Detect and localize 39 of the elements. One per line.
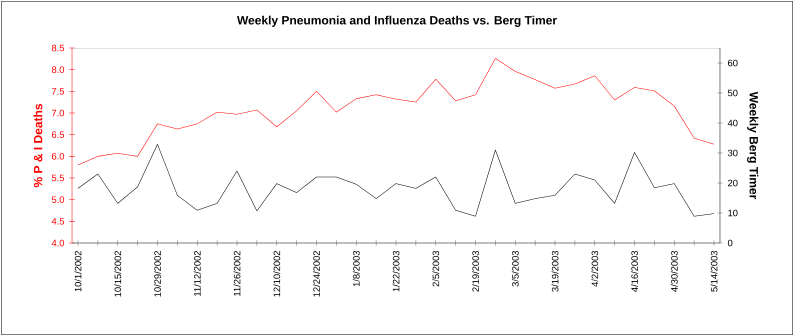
x-tick-label: 4/2/2003 [591, 250, 598, 287]
x-tick-label: 5/14/2003 [710, 250, 718, 292]
y-tick-label: 4.0 [52, 240, 64, 246]
y2-tick-label: 40 [728, 120, 738, 126]
line-series [78, 144, 714, 217]
y2-tick-label: 10 [728, 210, 738, 216]
y2-tick-label: 60 [728, 60, 738, 66]
x-tick-label: 4/30/2003 [670, 250, 678, 292]
y-tick-label: 8.5 [52, 44, 64, 52]
x-tick-label: 3/19/2003 [552, 250, 558, 292]
y-tick-label: 6.0 [52, 153, 64, 160]
y-tick-label: 5.0 [52, 196, 64, 203]
y-tick-label: 8.0 [52, 66, 64, 73]
y-tick-label: 6.5 [52, 131, 64, 138]
y-axis-title: % P & I Deaths [34, 104, 42, 188]
y2-tick-label: 0 [728, 240, 732, 246]
x-tick-label: 1/8/2003 [352, 250, 360, 286]
x-tick-label: 4/16/2003 [631, 250, 638, 292]
x-tick-label: 1/22/2003 [392, 250, 400, 292]
y2-tick-label: 20 [728, 180, 738, 186]
x-tick-label: 10/1/2002 [74, 251, 82, 292]
chart-title: Weekly Pneumonia and Influenza Deaths vs. Berg Timer [236, 16, 557, 27]
x-tick-label: 12/10/2002 [273, 251, 280, 297]
x-tick-label: 10/29/2002 [154, 251, 161, 297]
y2-tick-label: 50 [728, 90, 738, 96]
x-tick-label: 3/5/2003 [512, 250, 519, 287]
y-tick-label: 7.0 [52, 110, 64, 116]
x-tick-label: 11/26/2002 [234, 251, 240, 296]
y2-axis-title: Weekly Berg Timer [747, 92, 758, 200]
x-tick-label: 2/19/2003 [472, 250, 479, 292]
x-tick-label: 2/5/2003 [432, 250, 440, 286]
y-tick-label: 7.5 [52, 88, 64, 95]
x-tick-label: 11/12/2002 [194, 251, 201, 296]
y-tick-label: 5.5 [52, 174, 64, 182]
y2-tick-label: 30 [728, 150, 738, 156]
line-series [78, 58, 714, 166]
x-tick-label: 10/15/2002 [114, 251, 122, 297]
y-tick-label: 4.5 [52, 218, 64, 225]
x-tick-label: 12/24/2002 [313, 251, 320, 297]
